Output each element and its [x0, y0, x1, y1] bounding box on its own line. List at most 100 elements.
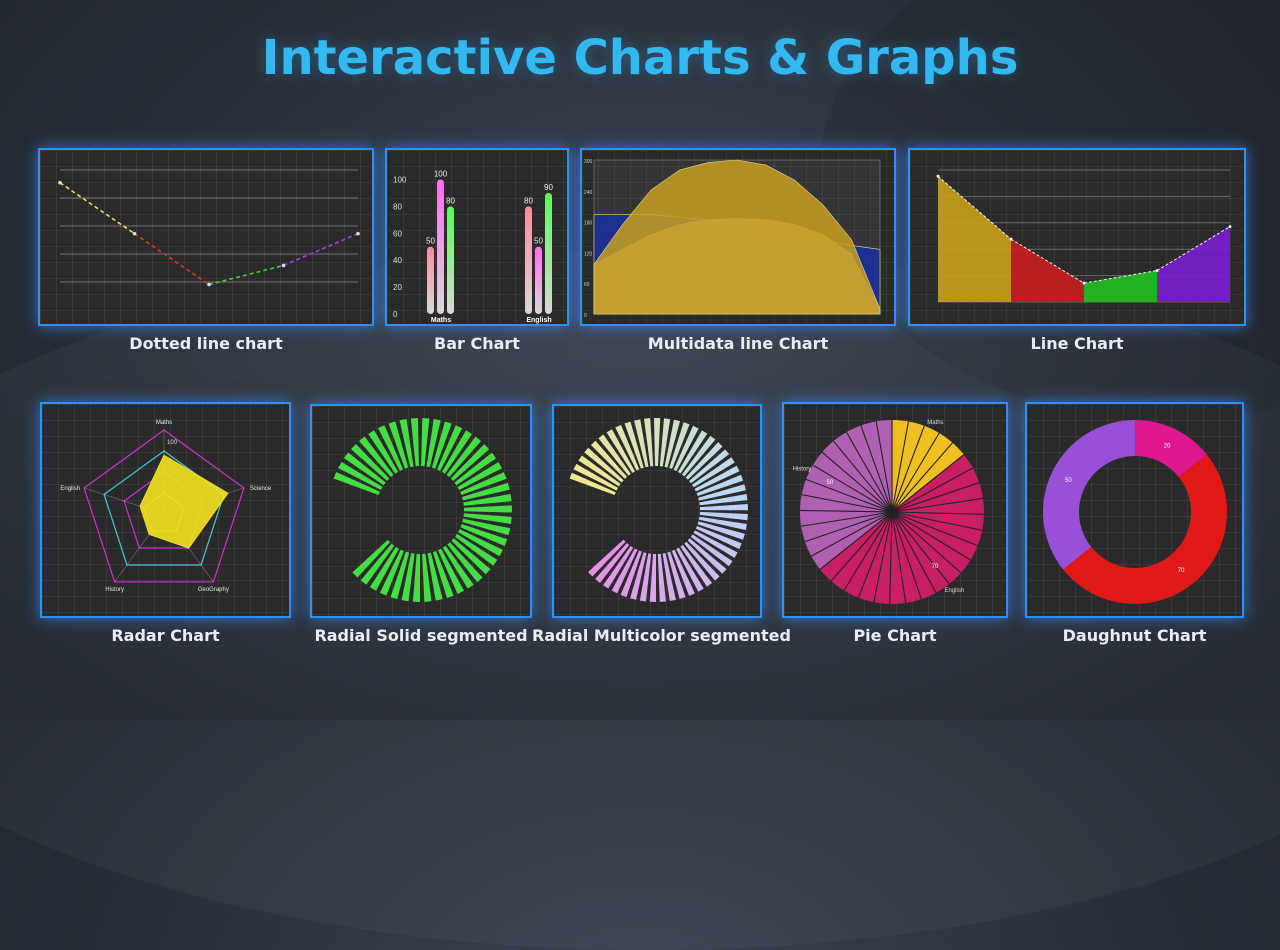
radial-segment — [458, 529, 503, 557]
pie-category-label: History — [793, 467, 812, 473]
pie-category-label: Maths — [927, 420, 943, 426]
pie-segment-divider — [891, 511, 922, 600]
bar-chart-panel[interactable]: 0 20 40 60 80 100 50 100 80 Maths 80 50 90 English — [385, 148, 569, 326]
pie-segment-divider — [891, 511, 971, 561]
radial-segment — [673, 425, 699, 472]
radial-segment — [427, 552, 443, 601]
y-tick-label: 100 — [393, 175, 407, 184]
bar — [437, 179, 444, 314]
radial-segment — [569, 472, 616, 495]
radar-chart-caption: Radar Chart — [111, 626, 220, 645]
radar-axis-label: GeoGraphy — [198, 587, 229, 593]
dotted-line-chart-caption: Dotted line chart — [129, 334, 283, 353]
radar-axis-label: Science — [250, 486, 272, 492]
radial-segment — [460, 472, 507, 496]
line-chart-caption: Line Chart — [1030, 334, 1124, 353]
pie-slice — [1043, 420, 1135, 570]
pie-segment-divider — [891, 511, 962, 574]
radial-segment — [689, 449, 730, 484]
y-tick-label: 60 — [584, 282, 590, 288]
radial-segment — [412, 553, 420, 602]
radial-segment — [359, 436, 394, 478]
y-tick-label: 20 — [393, 283, 402, 292]
radial-segment — [606, 429, 635, 473]
radial-segment — [595, 543, 630, 583]
bar-data-label: 80 — [446, 196, 455, 205]
pie-segment-divider — [891, 442, 953, 513]
radial-segment — [379, 549, 404, 596]
series-line-segment — [1083, 270, 1158, 284]
multidata-line-chart-caption: Multidata line Chart — [647, 334, 829, 353]
pie-segment-divider — [891, 511, 907, 604]
radial-segment — [442, 430, 473, 474]
radial-segment — [657, 553, 667, 602]
pie-segment-divider — [801, 494, 893, 513]
x-category-label: English — [526, 317, 551, 324]
radial-multicolor-segmented-panel[interactable] — [552, 404, 762, 618]
radial-segment — [690, 534, 733, 567]
y-tick-label: 60 — [393, 229, 402, 238]
radial-segment — [692, 457, 735, 488]
multidata-line-chart-panel[interactable]: 300 240 180 120 60 0 — [580, 148, 896, 326]
bar — [447, 206, 454, 314]
radial-segment — [442, 545, 474, 589]
radial-segment — [685, 442, 723, 480]
pie-segment-divider — [832, 440, 893, 513]
series-line-segment — [59, 182, 135, 235]
pie-data-label: 70 — [1178, 568, 1185, 574]
pie-segment-divider — [819, 511, 893, 570]
radial-segment — [693, 530, 738, 558]
radial-segment — [454, 452, 497, 486]
radial-segment — [455, 533, 498, 566]
y-tick-label: 80 — [393, 202, 402, 211]
radial-segment — [682, 435, 716, 477]
pie-segment-divider — [891, 421, 909, 513]
radar-axis-label: Maths — [156, 420, 172, 426]
series-line-segment — [208, 264, 284, 286]
radial-segment — [669, 422, 690, 470]
data-point — [1009, 237, 1013, 241]
y-tick-label: 0 — [584, 313, 587, 319]
series-line-segment — [1156, 226, 1231, 271]
dotted-line-chart-panel[interactable] — [38, 148, 374, 326]
radial-multicolor-segmented-caption: Radial Multicolor segmented — [532, 626, 791, 645]
radial-segment — [368, 430, 399, 474]
bar — [545, 192, 552, 314]
radial-segment — [431, 421, 452, 469]
pie-data-label: 50 — [1065, 478, 1072, 484]
radial-segment — [649, 553, 656, 602]
radial-segment — [460, 524, 508, 546]
bar-chart-caption: Bar Chart — [434, 334, 520, 353]
x-category-label: Maths — [431, 317, 451, 324]
line-chart-panel[interactable] — [908, 148, 1246, 326]
pie-chart-panel[interactable]: Maths 70 English 50 History — [782, 402, 1008, 618]
radial-segment — [390, 551, 410, 600]
donut-chart-panel[interactable]: 20 70 50 — [1025, 402, 1244, 618]
radial-segment — [578, 455, 621, 487]
area-segment — [1157, 226, 1230, 302]
radial-segment — [388, 421, 409, 469]
radial-segment — [687, 538, 727, 574]
pie-segment-divider — [804, 511, 893, 543]
radial-segment — [671, 549, 695, 596]
radial-segment — [624, 421, 644, 469]
radial-segment — [698, 516, 747, 531]
radar-chart-panel[interactable]: 100 Maths Science GeoGraphy History English — [40, 402, 291, 618]
pie-slice — [892, 420, 964, 512]
radar-ring — [83, 429, 245, 583]
y-tick-label: 300 — [584, 159, 593, 165]
radial-segment — [451, 538, 491, 575]
radial-solid-segmented-caption: Radial Solid segmented — [314, 626, 528, 645]
data-point — [207, 282, 211, 287]
bar — [535, 246, 542, 314]
radial-segment — [620, 550, 642, 598]
radial-segment — [457, 462, 502, 491]
radar-tick-label: 100 — [167, 440, 178, 446]
pie-segment-divider — [891, 432, 940, 513]
pie-segment-divider — [873, 511, 893, 603]
radial-segment — [333, 471, 380, 495]
pie-data-label: 50 — [826, 480, 833, 486]
radial-solid-segmented-panel[interactable] — [310, 404, 532, 618]
radial-segment — [462, 482, 510, 501]
radial-segment — [653, 418, 661, 467]
